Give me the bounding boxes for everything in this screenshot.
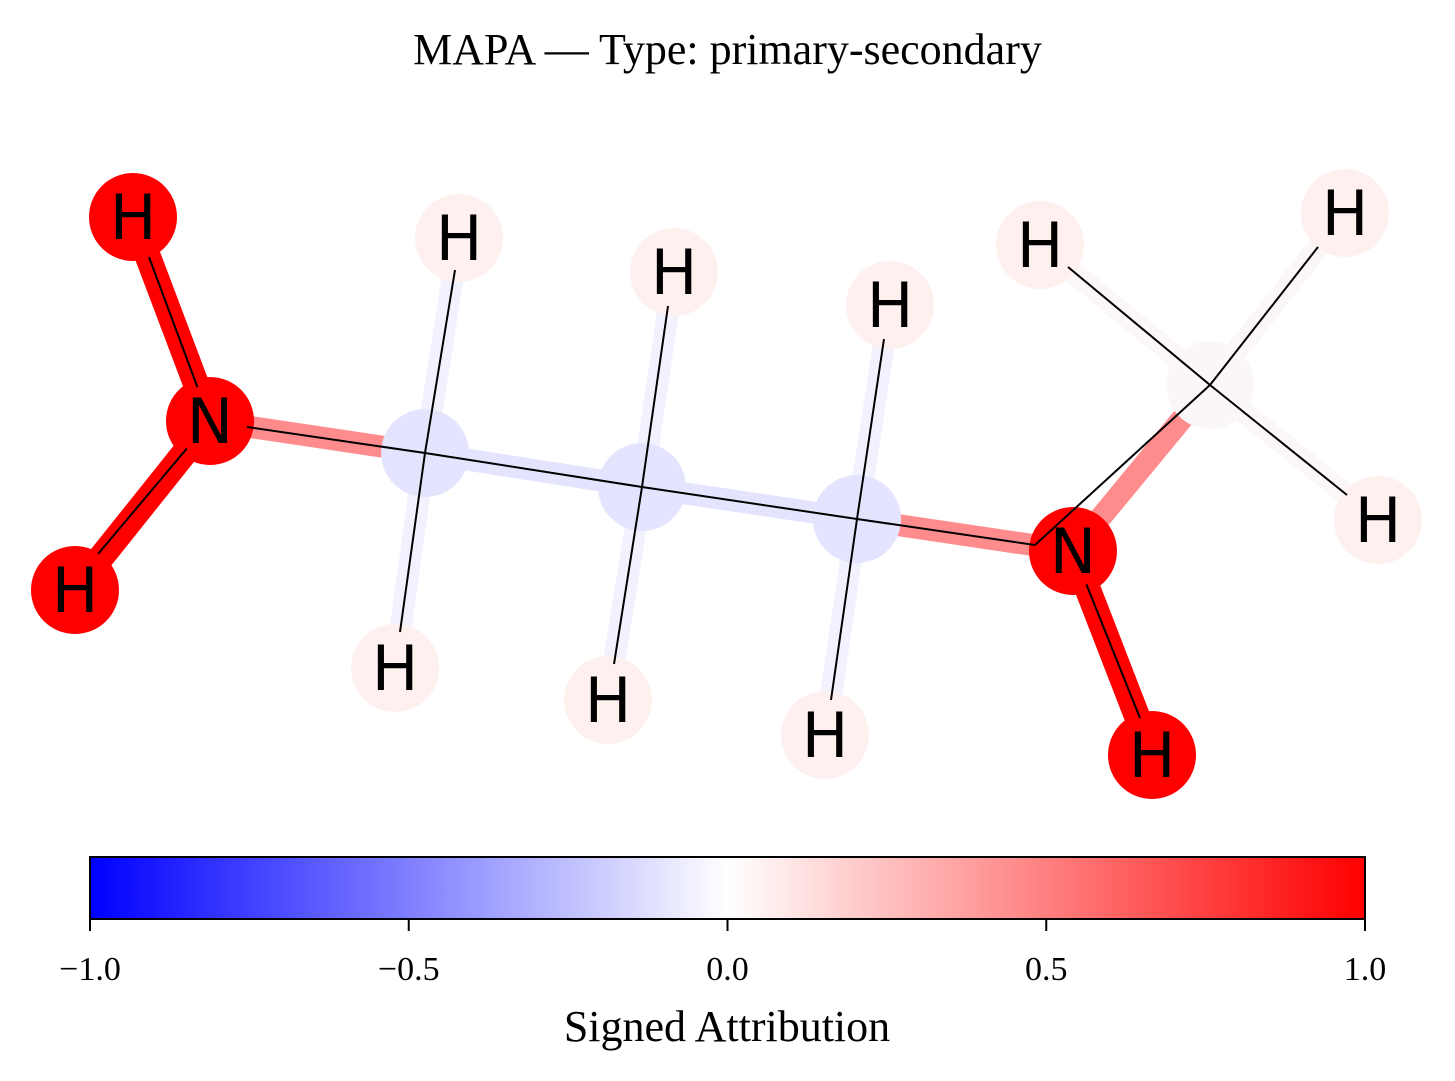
colorbar-label: Signed Attribution (564, 1002, 890, 1051)
atom-highlight-h1 (89, 173, 177, 261)
atom-highlight-h4 (351, 624, 439, 712)
colorbar-tick-label: −0.5 (378, 951, 440, 988)
colorbar: −1.0 −0.5 0.0 0.5 1.0 Signed Attribution (59, 856, 1386, 1051)
atom-highlight-h5 (630, 228, 718, 316)
atom-label-h9: H (1129, 719, 1176, 792)
bond-line-c1-h3 (424, 269, 456, 454)
atom-highlight-h9 (1108, 711, 1196, 799)
bond-line-c2-c3 (641, 486, 858, 520)
figure-title: MAPA — Type: primary-secondary (413, 25, 1042, 74)
bond-highlight-layer (64, 206, 1385, 760)
bond-line-c3-n2 (856, 518, 1036, 546)
bond-line-c4-h10 (1067, 266, 1211, 386)
atom-highlight-n2 (1029, 507, 1117, 595)
colorbar-tick-label: −1.0 (59, 951, 121, 988)
atom-label-h11: H (1322, 177, 1369, 250)
atom-highlight-h8 (781, 691, 869, 779)
atom-highlight-h12 (1334, 476, 1422, 564)
atom-highlight-h7 (846, 261, 934, 349)
atom-label-h7: H (867, 269, 914, 342)
bond-line-n1-c1 (246, 426, 426, 454)
colorbar-tick-label: 0.5 (1025, 951, 1068, 988)
atom-label-h6: H (585, 664, 632, 737)
bond-line-layer (97, 246, 1348, 719)
bond-line-c2-h6 (613, 486, 643, 665)
atom-highlight-h2 (31, 546, 119, 634)
atom-highlight-layer (31, 169, 1422, 799)
atom-label-h3: H (436, 202, 483, 275)
colorbar-tick-label: 0.0 (706, 951, 749, 988)
bond-line-c3-h8 (830, 518, 858, 701)
atom-label-h12: H (1355, 484, 1402, 557)
bond-line-n2-c4 (1034, 384, 1211, 546)
atom-label-h2: H (52, 554, 99, 627)
bond-line-n2-h9 (1085, 584, 1141, 719)
bond-line-c2-h5 (641, 305, 669, 488)
bond-line-c1-h4 (399, 452, 426, 633)
atom-label-n1: N (187, 385, 233, 458)
colorbar-ticks: −1.0 −0.5 0.0 0.5 1.0 (59, 919, 1386, 988)
atom-label-h8: H (802, 699, 849, 772)
atom-highlight-h10 (996, 201, 1084, 289)
atom-highlight-h3 (415, 194, 503, 282)
bond-line-n1-h2 (97, 447, 188, 555)
atom-label-h4: H (372, 632, 419, 705)
bond-line-c1-c2 (424, 452, 643, 488)
bond-line-c4-h11 (1209, 246, 1319, 386)
atom-label-h5: H (651, 236, 698, 309)
atom-highlight-n1 (166, 377, 254, 465)
atom-highlight-h11 (1301, 169, 1389, 257)
bond-line-c4-h12 (1209, 384, 1348, 496)
atom-label-n2: N (1050, 515, 1096, 588)
bond-line-c3-h7 (856, 338, 885, 520)
atom-label-layer: N H H H H H H H H N H H H H (52, 177, 1402, 792)
atom-label-h10: H (1017, 209, 1064, 282)
atom-label-h1: H (110, 181, 157, 254)
colorbar-gradient-bar (89, 856, 1366, 920)
bond-line-n1-h1 (148, 256, 199, 388)
atom-highlight-h6 (564, 656, 652, 744)
colorbar-tick-label: 1.0 (1344, 951, 1387, 988)
